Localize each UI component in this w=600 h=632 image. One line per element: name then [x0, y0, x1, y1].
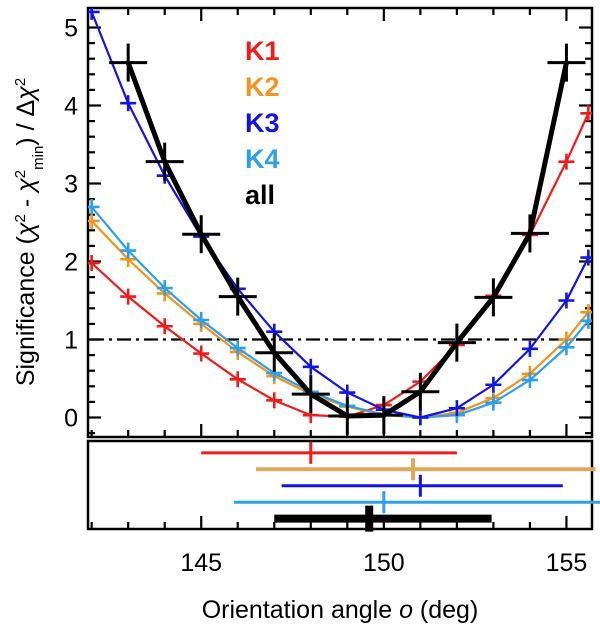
y-tick-label: 4	[64, 93, 78, 121]
error-bar-panel-frame	[86, 439, 594, 531]
legend-entry-k2: K2	[245, 72, 280, 102]
series-all	[109, 43, 586, 435]
x-tick-label: 145	[180, 549, 222, 577]
legend-entry-k4: K4	[245, 144, 280, 174]
plot-layer	[86, 6, 594, 439]
legend-layer: K1 K2 K3 K4 all	[245, 36, 280, 210]
y-tick-label: 1	[64, 327, 78, 355]
error-bar-k1	[201, 441, 457, 464]
x-tick-label: 150	[363, 549, 405, 577]
y-axis-label-text-1: Significance (	[12, 235, 40, 386]
error-bar-panel	[86, 439, 600, 532]
y-tick-label: 5	[64, 15, 78, 43]
y-tick-label: 2	[64, 249, 78, 277]
error-bar-all	[274, 505, 492, 532]
x-axis-label-text: Orientation angle	[202, 596, 399, 624]
x-axis-label: Orientation angle o (deg)	[202, 596, 479, 624]
y-tick-label: 0	[64, 405, 78, 433]
y-axis-label: Significance (χ2 - χ2min) / Δχ2	[12, 78, 47, 386]
main-plot-frame	[86, 6, 594, 439]
tick-label-layer: 0 1 2 3 4 5 145 150 155	[64, 15, 587, 578]
legend-entry-k1: K1	[245, 36, 280, 66]
x-tick-label: 155	[546, 549, 588, 577]
error-bar-k2	[256, 458, 596, 481]
error-bar-k4	[234, 491, 600, 514]
legend-entry-k3: K3	[245, 108, 280, 138]
legend-entry-all: all	[245, 180, 275, 210]
svg-text:Significance (χ2 - χ2min) / Δχ: Significance (χ2 - χ2min) / Δχ2	[12, 78, 47, 386]
y-tick-label: 3	[64, 171, 78, 199]
error-bar-k3	[281, 474, 563, 497]
